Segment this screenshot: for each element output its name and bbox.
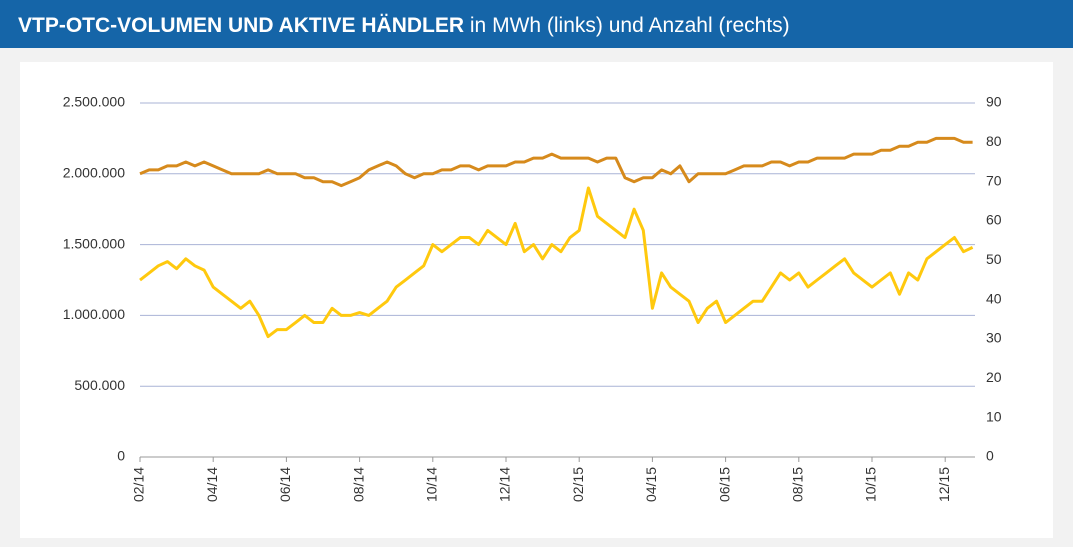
x-tick-label: 02/15 [570, 467, 586, 502]
y-tick-label: 500.000 [74, 377, 125, 393]
y2-tick-label: 0 [986, 448, 994, 464]
y-tick-label: 0 [117, 448, 125, 464]
y2-tick-label: 90 [986, 94, 1002, 110]
series-line [139, 136, 973, 188]
y2-tick-label: 80 [986, 133, 1002, 149]
y2-tick-label: 20 [986, 369, 1002, 385]
x-tick-label: 06/14 [277, 467, 293, 502]
y-tick-label: 1.000.000 [63, 306, 125, 322]
y2-tick-label: 40 [986, 290, 1002, 306]
x-tick-label: 08/15 [790, 467, 806, 502]
x-tick-label: 04/15 [643, 467, 659, 502]
x-tick-label: 10/15 [863, 467, 879, 502]
y2-tick-label: 50 [986, 251, 1002, 267]
chart-subtitle: in MWh (links) und Anzahl (rechts) [470, 14, 790, 37]
x-tick-label: 10/14 [424, 467, 440, 502]
y2-tick-label: 10 [986, 408, 1002, 424]
header-bar [0, 0, 1073, 48]
header: VTP-OTC-VOLUMEN UND AKTIVE HÄNDLER in MW… [18, 14, 790, 37]
x-tick-label: 12/14 [497, 467, 513, 502]
x-tick-label: 02/14 [131, 467, 147, 502]
y2-tick-label: 30 [986, 330, 1002, 346]
x-tick-label: 04/14 [204, 467, 220, 502]
y-tick-label: 2.500.000 [63, 94, 125, 110]
y-tick-label: 1.500.000 [63, 235, 125, 251]
x-tick-label: 12/15 [936, 467, 952, 502]
y2-tick-label: 60 [986, 212, 1002, 228]
x-tick-label: 08/14 [350, 467, 366, 502]
plot-panel [20, 62, 1053, 538]
x-tick-label: 06/15 [716, 467, 732, 502]
series-line [139, 186, 974, 339]
chart-title: VTP-OTC-VOLUMEN UND AKTIVE HÄNDLER [18, 14, 464, 37]
y-tick-label: 2.000.000 [63, 165, 125, 181]
y2-tick-label: 70 [986, 172, 1002, 188]
